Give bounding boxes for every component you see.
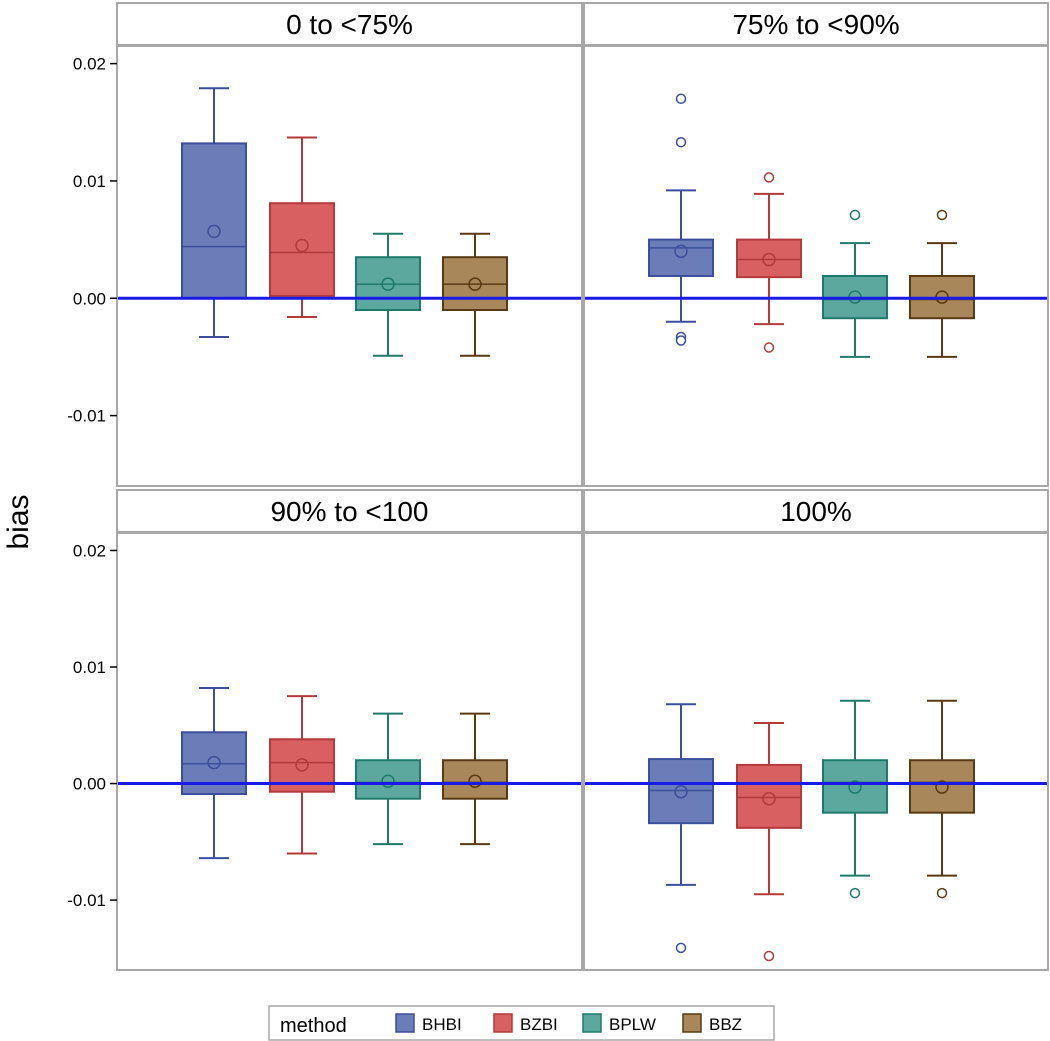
panel-title: 90% to <100 <box>270 496 428 527</box>
legend-entry-bhbi: BHBI <box>395 1013 462 1034</box>
outlier-point <box>763 172 775 183</box>
y-tick-label: -0.01 <box>67 891 106 910</box>
mean-marker <box>848 780 862 794</box>
panel-title: 75% to <90% <box>732 9 899 40</box>
mean-marker <box>207 755 221 770</box>
y-tick-label: 0.01 <box>73 172 106 191</box>
mean-marker <box>935 780 949 794</box>
legend-label: BBZ <box>709 1015 742 1034</box>
iqr-box <box>442 759 508 800</box>
mean-marker <box>207 224 221 239</box>
legend-swatch <box>682 1013 702 1033</box>
legend-swatch <box>395 1013 415 1033</box>
panel-1: 0 to <75% -0.01 0.00 0.01 0.02 <box>67 2 583 487</box>
mean-marker <box>674 244 688 259</box>
y-tick-label: 0.00 <box>73 775 106 794</box>
iqr-box <box>355 759 421 800</box>
box-bzbi <box>269 136 335 319</box>
iqr-box <box>181 142 247 300</box>
legend-title: method <box>280 1015 347 1037</box>
y-tick-label: 0.02 <box>73 541 106 560</box>
mean-marker <box>381 774 395 788</box>
iqr-box <box>822 759 888 814</box>
box-bhbi <box>181 87 247 338</box>
y-axis-label: bias <box>2 494 35 549</box>
legend-label: BZBI <box>520 1015 558 1034</box>
mean-marker <box>762 791 776 806</box>
box-bhbi <box>648 93 714 346</box>
panel-title: 0 to <75% <box>286 9 413 40</box>
outlier-point <box>763 342 775 353</box>
outlier-point <box>936 209 948 221</box>
outlier-point <box>675 335 687 346</box>
legend: method BHBI BZBI BPLW BBZ <box>268 1005 775 1041</box>
legend-label: BPLW <box>609 1015 656 1034</box>
legend-swatch <box>493 1013 513 1033</box>
box-bbz <box>442 232 508 357</box>
mean-marker <box>762 252 776 267</box>
iqr-box <box>736 238 802 279</box>
box-bhbi <box>648 703 714 954</box>
iqr-box <box>736 763 802 829</box>
panel-header <box>116 2 583 46</box>
iqr-box <box>269 202 335 297</box>
outlier-point <box>849 887 861 899</box>
mean-marker <box>468 774 482 788</box>
mean-marker <box>295 238 309 253</box>
mean-marker <box>295 758 309 772</box>
y-tick-label: -0.01 <box>67 407 106 426</box>
legend-entry-bzbi: BZBI <box>493 1013 558 1034</box>
mean-marker <box>468 277 482 291</box>
mean-marker <box>674 784 688 799</box>
panel-header <box>583 489 1049 533</box>
outlier-point <box>675 136 687 148</box>
outlier-point <box>675 942 687 954</box>
outlier-point <box>675 93 687 105</box>
panel-frame <box>583 532 1049 971</box>
legend-label: BHBI <box>422 1015 462 1034</box>
y-tick-label: 0.01 <box>73 658 106 677</box>
iqr-box <box>909 759 975 814</box>
box-bplw <box>355 232 421 357</box>
outlier-point <box>763 950 775 962</box>
box-bzbi <box>736 721 802 962</box>
box-bzbi <box>736 172 802 353</box>
panel-3: 90% to <100 -0.01 0.00 0.01 0.02 <box>67 489 583 971</box>
panel-grid: 0 to <75% -0.01 0.00 0.01 0.02 75% to <90% 90%… <box>67 2 1049 971</box>
outlier-point <box>936 887 948 899</box>
box-bplw <box>822 699 888 899</box>
panel-title: 100% <box>780 496 852 527</box>
panel-2: 75% to <90% <box>583 2 1049 487</box>
legend-entry-bplw: BPLW <box>582 1013 656 1034</box>
legend-entry-bbz: BBZ <box>682 1013 742 1034</box>
y-tick-label: 0.00 <box>73 289 106 308</box>
y-tick-label: 0.02 <box>73 55 106 74</box>
mean-marker <box>381 277 395 291</box>
outlier-point <box>849 209 861 221</box>
box-bbz <box>909 699 975 899</box>
panel-header <box>583 2 1049 46</box>
panel-header <box>116 489 583 533</box>
legend-swatch <box>582 1013 602 1033</box>
panel-4: 100% <box>583 489 1049 971</box>
